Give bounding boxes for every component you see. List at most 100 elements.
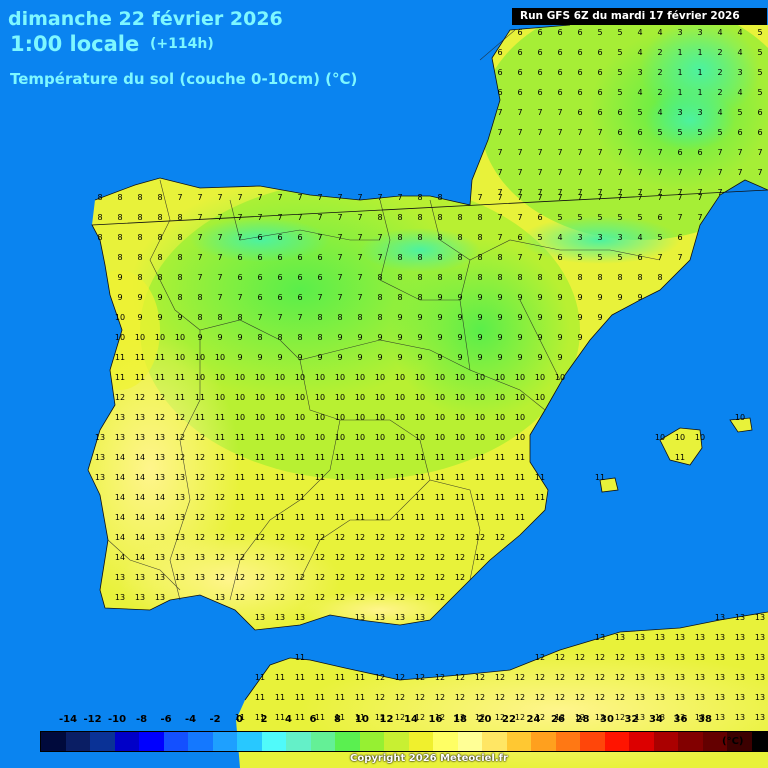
grid-value: 14 bbox=[115, 453, 125, 462]
grid-value: 12 bbox=[355, 593, 365, 602]
grid-value: 7 bbox=[237, 213, 242, 222]
grid-value: 10 bbox=[375, 393, 385, 402]
grid-value: 13 bbox=[675, 653, 685, 662]
grid-value: 11 bbox=[295, 513, 305, 522]
grid-value: 11 bbox=[415, 513, 425, 522]
grid-value: 14 bbox=[115, 513, 125, 522]
grid-value: 11 bbox=[355, 693, 365, 702]
grid-value: 13 bbox=[695, 693, 705, 702]
grid-value: 13 bbox=[735, 633, 745, 642]
grid-value: 10 bbox=[495, 373, 505, 382]
legend-tick: 16 bbox=[428, 714, 443, 725]
legend-swatch bbox=[506, 732, 531, 751]
grid-value: 12 bbox=[495, 673, 505, 682]
grid-value: 7 bbox=[697, 188, 702, 197]
grid-value: 7 bbox=[197, 193, 202, 202]
grid-value: 9 bbox=[577, 313, 582, 322]
grid-value: 7 bbox=[497, 108, 502, 117]
grid-value: 14 bbox=[135, 473, 145, 482]
grid-value: 7 bbox=[637, 188, 642, 197]
grid-value: 8 bbox=[477, 213, 482, 222]
grid-value: 12 bbox=[275, 573, 285, 582]
grid-value: 5 bbox=[577, 213, 582, 222]
grid-value: 9 bbox=[417, 353, 422, 362]
grid-value: 8 bbox=[417, 293, 422, 302]
grid-value: 7 bbox=[357, 193, 362, 202]
legend-swatch bbox=[604, 732, 629, 751]
legend-tick: 12 bbox=[379, 714, 394, 725]
grid-value: 7 bbox=[337, 273, 342, 282]
grid-value: 7 bbox=[677, 253, 682, 262]
grid-value: 11 bbox=[435, 473, 445, 482]
grid-value: 4 bbox=[737, 48, 742, 57]
grid-value: 10 bbox=[435, 433, 445, 442]
grid-value: 3 bbox=[677, 28, 682, 37]
grid-value: 12 bbox=[275, 593, 285, 602]
grid-value: 12 bbox=[495, 693, 505, 702]
grid-value: 9 bbox=[517, 313, 522, 322]
grid-value: 7 bbox=[497, 188, 502, 197]
grid-value: 13 bbox=[655, 633, 665, 642]
legend-tick: -14 bbox=[58, 714, 78, 725]
grid-value: 13 bbox=[135, 593, 145, 602]
grid-value: 7 bbox=[237, 193, 242, 202]
grid-value: 10 bbox=[455, 393, 465, 402]
forecast-date: dimanche 22 février 2026 bbox=[8, 8, 283, 30]
grid-value: 8 bbox=[177, 233, 182, 242]
grid-value: 9 bbox=[357, 353, 362, 362]
grid-value: 6 bbox=[257, 293, 262, 302]
grid-value: 10 bbox=[515, 433, 525, 442]
grid-value: 9 bbox=[157, 313, 162, 322]
grid-value: 10 bbox=[495, 413, 505, 422]
grid-value: 7 bbox=[337, 213, 342, 222]
grid-value: 13 bbox=[715, 693, 725, 702]
grid-value: 12 bbox=[235, 553, 245, 562]
grid-value: 13 bbox=[755, 673, 765, 682]
grid-value: 9 bbox=[497, 353, 502, 362]
grid-value: 5 bbox=[617, 28, 622, 37]
grid-value: 12 bbox=[335, 533, 345, 542]
grid-value: 11 bbox=[295, 453, 305, 462]
grid-value: 8 bbox=[457, 253, 462, 262]
grid-value: 13 bbox=[175, 553, 185, 562]
legend-tick: 4 bbox=[285, 714, 292, 725]
grid-value: 7 bbox=[357, 253, 362, 262]
region-borders bbox=[107, 29, 661, 601]
grid-value: 11 bbox=[435, 493, 445, 502]
grid-value: 11 bbox=[275, 693, 285, 702]
grid-value: 12 bbox=[315, 593, 325, 602]
copyright-text: Copyright 2026 Meteociel.fr bbox=[350, 753, 508, 764]
grid-value: 13 bbox=[675, 693, 685, 702]
grid-value: 5 bbox=[677, 128, 682, 137]
grid-value: 7 bbox=[477, 193, 482, 202]
grid-value: 7 bbox=[337, 233, 342, 242]
grid-value: 11 bbox=[535, 473, 545, 482]
grid-value: 12 bbox=[195, 453, 205, 462]
grid-value: 10 bbox=[395, 373, 405, 382]
grid-value: 7 bbox=[697, 193, 702, 202]
grid-value: 14 bbox=[115, 473, 125, 482]
grid-value: 9 bbox=[517, 353, 522, 362]
grid-value: 11 bbox=[435, 453, 445, 462]
grid-value: 6 bbox=[557, 88, 562, 97]
grid-value: 12 bbox=[595, 713, 605, 722]
grid-value: 13 bbox=[155, 593, 165, 602]
grid-value: 11 bbox=[275, 713, 285, 722]
legend-swatch bbox=[678, 732, 703, 751]
grid-value: 12 bbox=[335, 573, 345, 582]
legend-swatch bbox=[384, 732, 409, 751]
grid-value: 12 bbox=[215, 513, 225, 522]
grid-value: 10 bbox=[655, 433, 665, 442]
grid-value: 12 bbox=[575, 693, 585, 702]
grid-value: 4 bbox=[717, 28, 722, 37]
grid-value: 10 bbox=[435, 393, 445, 402]
grid-value: 11 bbox=[475, 513, 485, 522]
grid-value: 6 bbox=[497, 48, 502, 57]
grid-value: 8 bbox=[377, 213, 382, 222]
grid-value: 11 bbox=[275, 513, 285, 522]
grid-value: 12 bbox=[255, 533, 265, 542]
grid-value: 12 bbox=[215, 533, 225, 542]
grid-value: 12 bbox=[555, 673, 565, 682]
grid-value: 7 bbox=[657, 193, 662, 202]
